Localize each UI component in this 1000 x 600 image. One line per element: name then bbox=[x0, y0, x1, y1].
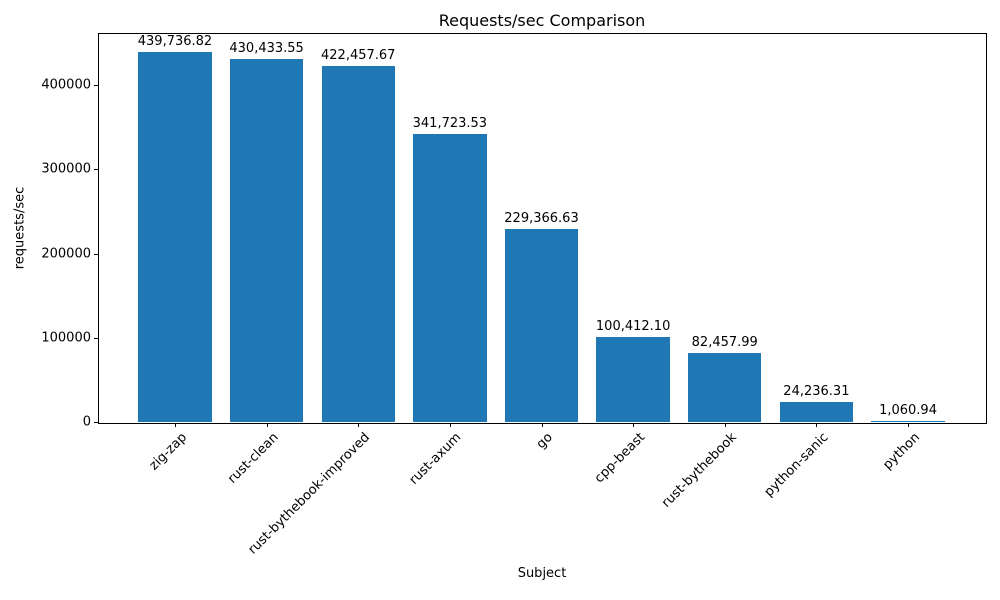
x-tick-label: python bbox=[879, 430, 923, 473]
y-tick-mark bbox=[94, 85, 98, 86]
y-tick-label: 200000 bbox=[41, 246, 91, 261]
x-axis-label: Subject bbox=[517, 566, 567, 581]
x-tick-mark bbox=[816, 423, 818, 427]
x-tick-mark bbox=[633, 423, 635, 427]
bar bbox=[229, 59, 304, 422]
x-tick-mark bbox=[449, 423, 451, 427]
bar-value-label: 1,060.94 bbox=[879, 403, 937, 418]
y-axis-label: requests/sec bbox=[12, 186, 28, 270]
y-tick-label: 300000 bbox=[41, 161, 91, 177]
y-tick-label: 400000 bbox=[41, 77, 91, 93]
x-tick-mark bbox=[541, 423, 543, 427]
bar-value-label: 430,433.55 bbox=[229, 41, 304, 57]
x-tick-mark bbox=[908, 423, 910, 427]
bar-value-label: 439,736.82 bbox=[137, 33, 213, 49]
bar bbox=[138, 51, 212, 422]
bar bbox=[779, 401, 854, 422]
y-tick-mark bbox=[94, 337, 98, 339]
x-tick-label: rust-axum bbox=[406, 430, 465, 488]
y-tick-mark bbox=[94, 253, 98, 255]
bar bbox=[413, 134, 487, 422]
bar-value-label: 82,457.99 bbox=[691, 334, 758, 350]
y-tick-mark bbox=[94, 422, 98, 423]
bar bbox=[596, 337, 670, 422]
y-tick-mark bbox=[94, 169, 98, 171]
x-tick-label: cpp-beast bbox=[591, 430, 648, 487]
x-tick-mark bbox=[266, 423, 268, 427]
bar-value-label: 100,412.10 bbox=[595, 319, 671, 335]
bar-value-label: 422,457.67 bbox=[321, 48, 396, 64]
x-tick-label: rust-bythebook bbox=[658, 430, 740, 511]
bar-value-label: 341,723.53 bbox=[412, 116, 488, 132]
x-tick-label: rust-clean bbox=[224, 430, 282, 487]
x-tick-label: python-sanic bbox=[761, 430, 832, 500]
x-tick-mark bbox=[174, 423, 176, 427]
x-tick-label: go bbox=[534, 430, 557, 453]
chart-title: Requests/sec Comparison bbox=[438, 11, 646, 30]
bar bbox=[321, 66, 395, 422]
bar bbox=[688, 352, 762, 422]
x-tick-mark bbox=[358, 423, 360, 427]
y-tick-label: 0 bbox=[82, 414, 91, 430]
x-tick-mark bbox=[724, 423, 726, 427]
bar bbox=[871, 421, 945, 422]
y-tick-label: 100000 bbox=[41, 330, 91, 346]
bar bbox=[504, 228, 579, 422]
bar-value-label: 229,366.63 bbox=[504, 210, 579, 226]
x-tick-label: zig-zap bbox=[146, 430, 190, 474]
bar-value-label: 24,236.31 bbox=[783, 383, 850, 399]
